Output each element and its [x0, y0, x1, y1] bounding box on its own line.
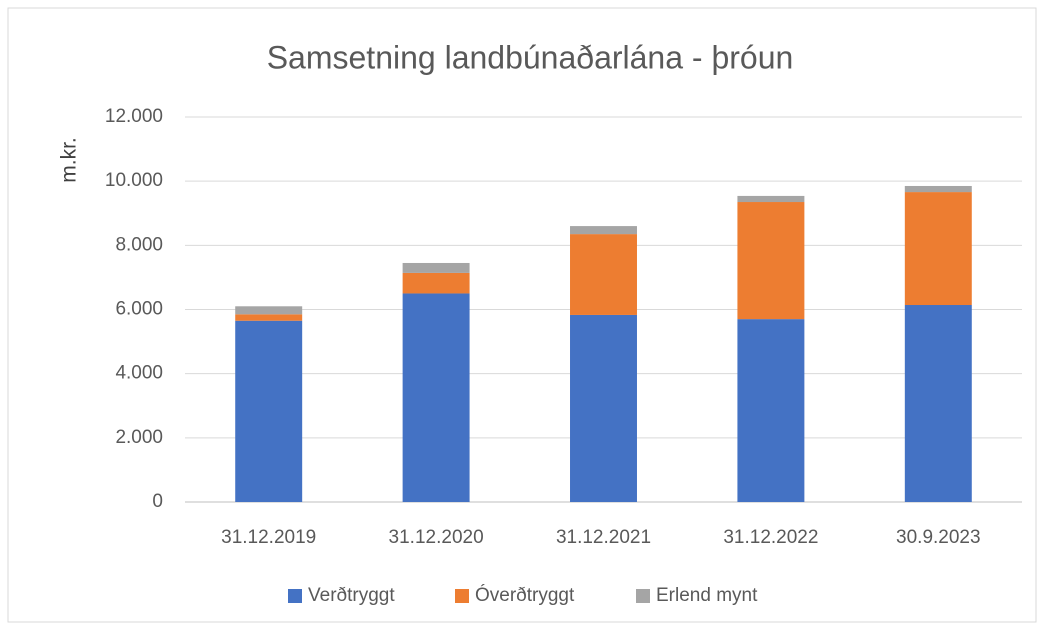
- bar-segment: [904, 185, 972, 193]
- legend-label: Erlend mynt: [656, 585, 758, 606]
- bar-segment: [402, 293, 470, 502]
- bar-segment: [904, 192, 972, 306]
- bar-segment: [570, 226, 637, 235]
- y-axis-label: m.kr.: [58, 137, 81, 183]
- legend-label: Óverðtryggt: [475, 584, 575, 606]
- y-tick-label: 10.000: [105, 170, 163, 191]
- y-tick-label: 0: [152, 491, 163, 512]
- bar-segment: [235, 320, 303, 502]
- bar-segment: [737, 319, 805, 502]
- x-tick-label: 31.12.2019: [221, 527, 316, 548]
- legend-label: Verðtryggt: [308, 585, 395, 606]
- bar-segment: [570, 234, 637, 315]
- x-tick-label: 31.12.2022: [723, 527, 818, 548]
- chart-frame: [7, 7, 1037, 623]
- bar-segment: [737, 202, 805, 320]
- x-tick-label: 30.9.2023: [896, 527, 981, 548]
- y-tick-label: 4.000: [115, 363, 163, 384]
- x-tick-label: 31.12.2020: [389, 527, 484, 548]
- bar-segment: [904, 305, 972, 502]
- bar-segment: [570, 314, 637, 502]
- legend-swatch: [636, 589, 650, 603]
- y-tick-label: 6.000: [115, 299, 163, 320]
- bar-segment: [402, 262, 470, 273]
- bar-segment: [737, 195, 805, 203]
- bar-segment: [235, 306, 303, 315]
- y-tick-label: 8.000: [115, 234, 163, 255]
- bar-segment: [402, 272, 470, 294]
- y-tick-label: 2.000: [115, 427, 163, 448]
- chart-title: Samsetning landbúnaðarlána - þróun: [267, 39, 794, 75]
- legend-swatch: [455, 589, 469, 603]
- y-tick-label: 12.000: [105, 106, 163, 127]
- x-tick-label: 31.12.2021: [556, 527, 651, 548]
- legend-swatch: [288, 589, 302, 603]
- bar-segment: [235, 314, 303, 321]
